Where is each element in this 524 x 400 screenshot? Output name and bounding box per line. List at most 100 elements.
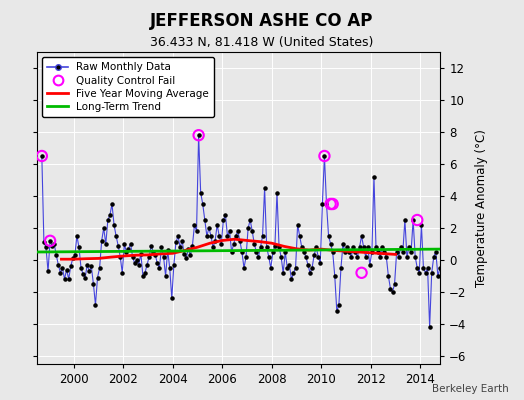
Point: [69, 255, 77, 262]
Point: [227, 249, 236, 255]
Point: [355, 244, 364, 250]
Point: [368, 249, 376, 255]
Point: [203, 233, 211, 239]
Point: [436, 265, 444, 271]
Point: [232, 233, 240, 239]
Point: [291, 265, 300, 271]
Point: [106, 212, 114, 218]
Point: [40, 239, 48, 246]
Point: [289, 270, 298, 276]
Point: [421, 270, 430, 276]
Point: [308, 265, 316, 271]
Point: [335, 302, 343, 308]
Point: [263, 244, 271, 250]
Point: [434, 273, 442, 279]
Point: [269, 249, 277, 255]
Point: [209, 244, 217, 250]
Point: [44, 268, 52, 274]
Point: [205, 225, 213, 231]
Point: [378, 244, 386, 250]
Point: [178, 238, 187, 244]
Point: [133, 257, 141, 263]
Point: [54, 262, 62, 268]
Point: [176, 244, 184, 250]
Point: [310, 252, 318, 258]
Point: [395, 254, 403, 260]
Point: [56, 270, 64, 276]
Point: [194, 132, 203, 138]
Point: [279, 270, 287, 276]
Point: [159, 254, 168, 260]
Point: [186, 252, 194, 258]
Point: [207, 233, 215, 239]
Point: [238, 249, 246, 255]
Point: [281, 249, 289, 255]
Point: [83, 262, 91, 268]
Point: [60, 276, 69, 282]
Point: [38, 153, 46, 159]
Point: [199, 201, 207, 207]
Point: [314, 254, 322, 260]
Point: [118, 270, 126, 276]
Point: [116, 254, 124, 260]
Point: [139, 273, 147, 279]
Point: [273, 190, 281, 196]
Point: [174, 233, 182, 239]
Point: [312, 244, 320, 250]
Point: [71, 252, 79, 258]
Point: [135, 262, 143, 268]
Point: [161, 273, 170, 279]
Point: [384, 273, 392, 279]
Point: [236, 238, 244, 244]
Text: 36.433 N, 81.418 W (United States): 36.433 N, 81.418 W (United States): [150, 36, 374, 49]
Point: [304, 262, 312, 268]
Point: [413, 265, 421, 271]
Point: [87, 263, 95, 270]
Point: [67, 263, 75, 270]
Point: [77, 265, 85, 271]
Point: [260, 185, 269, 191]
Point: [157, 244, 166, 250]
Point: [347, 254, 355, 260]
Point: [50, 241, 58, 247]
Point: [201, 217, 209, 223]
Point: [215, 233, 223, 239]
Point: [306, 270, 314, 276]
Point: [364, 244, 372, 250]
Point: [250, 241, 258, 247]
Point: [130, 260, 139, 266]
Point: [155, 265, 163, 271]
Point: [399, 249, 407, 255]
Point: [114, 242, 123, 249]
Point: [124, 246, 133, 252]
Point: [100, 225, 108, 231]
Point: [324, 233, 333, 239]
Legend: Raw Monthly Data, Quality Control Fail, Five Year Moving Average, Long-Term Tren: Raw Monthly Data, Quality Control Fail, …: [42, 57, 214, 117]
Point: [329, 201, 337, 207]
Point: [413, 217, 421, 223]
Point: [298, 244, 306, 250]
Point: [419, 265, 428, 271]
Point: [423, 265, 432, 271]
Point: [143, 262, 151, 268]
Point: [168, 295, 176, 302]
Point: [93, 274, 102, 281]
Point: [372, 244, 380, 250]
Point: [271, 242, 279, 249]
Point: [397, 244, 405, 250]
Point: [112, 233, 121, 239]
Point: [376, 254, 384, 260]
Point: [126, 241, 135, 247]
Point: [120, 241, 128, 247]
Point: [405, 244, 413, 250]
Point: [432, 249, 440, 255]
Point: [230, 241, 238, 247]
Point: [73, 233, 81, 239]
Point: [392, 249, 401, 255]
Point: [362, 254, 370, 260]
Point: [196, 190, 205, 196]
Point: [331, 273, 339, 279]
Point: [403, 254, 411, 260]
Point: [283, 265, 291, 271]
Point: [417, 222, 425, 228]
